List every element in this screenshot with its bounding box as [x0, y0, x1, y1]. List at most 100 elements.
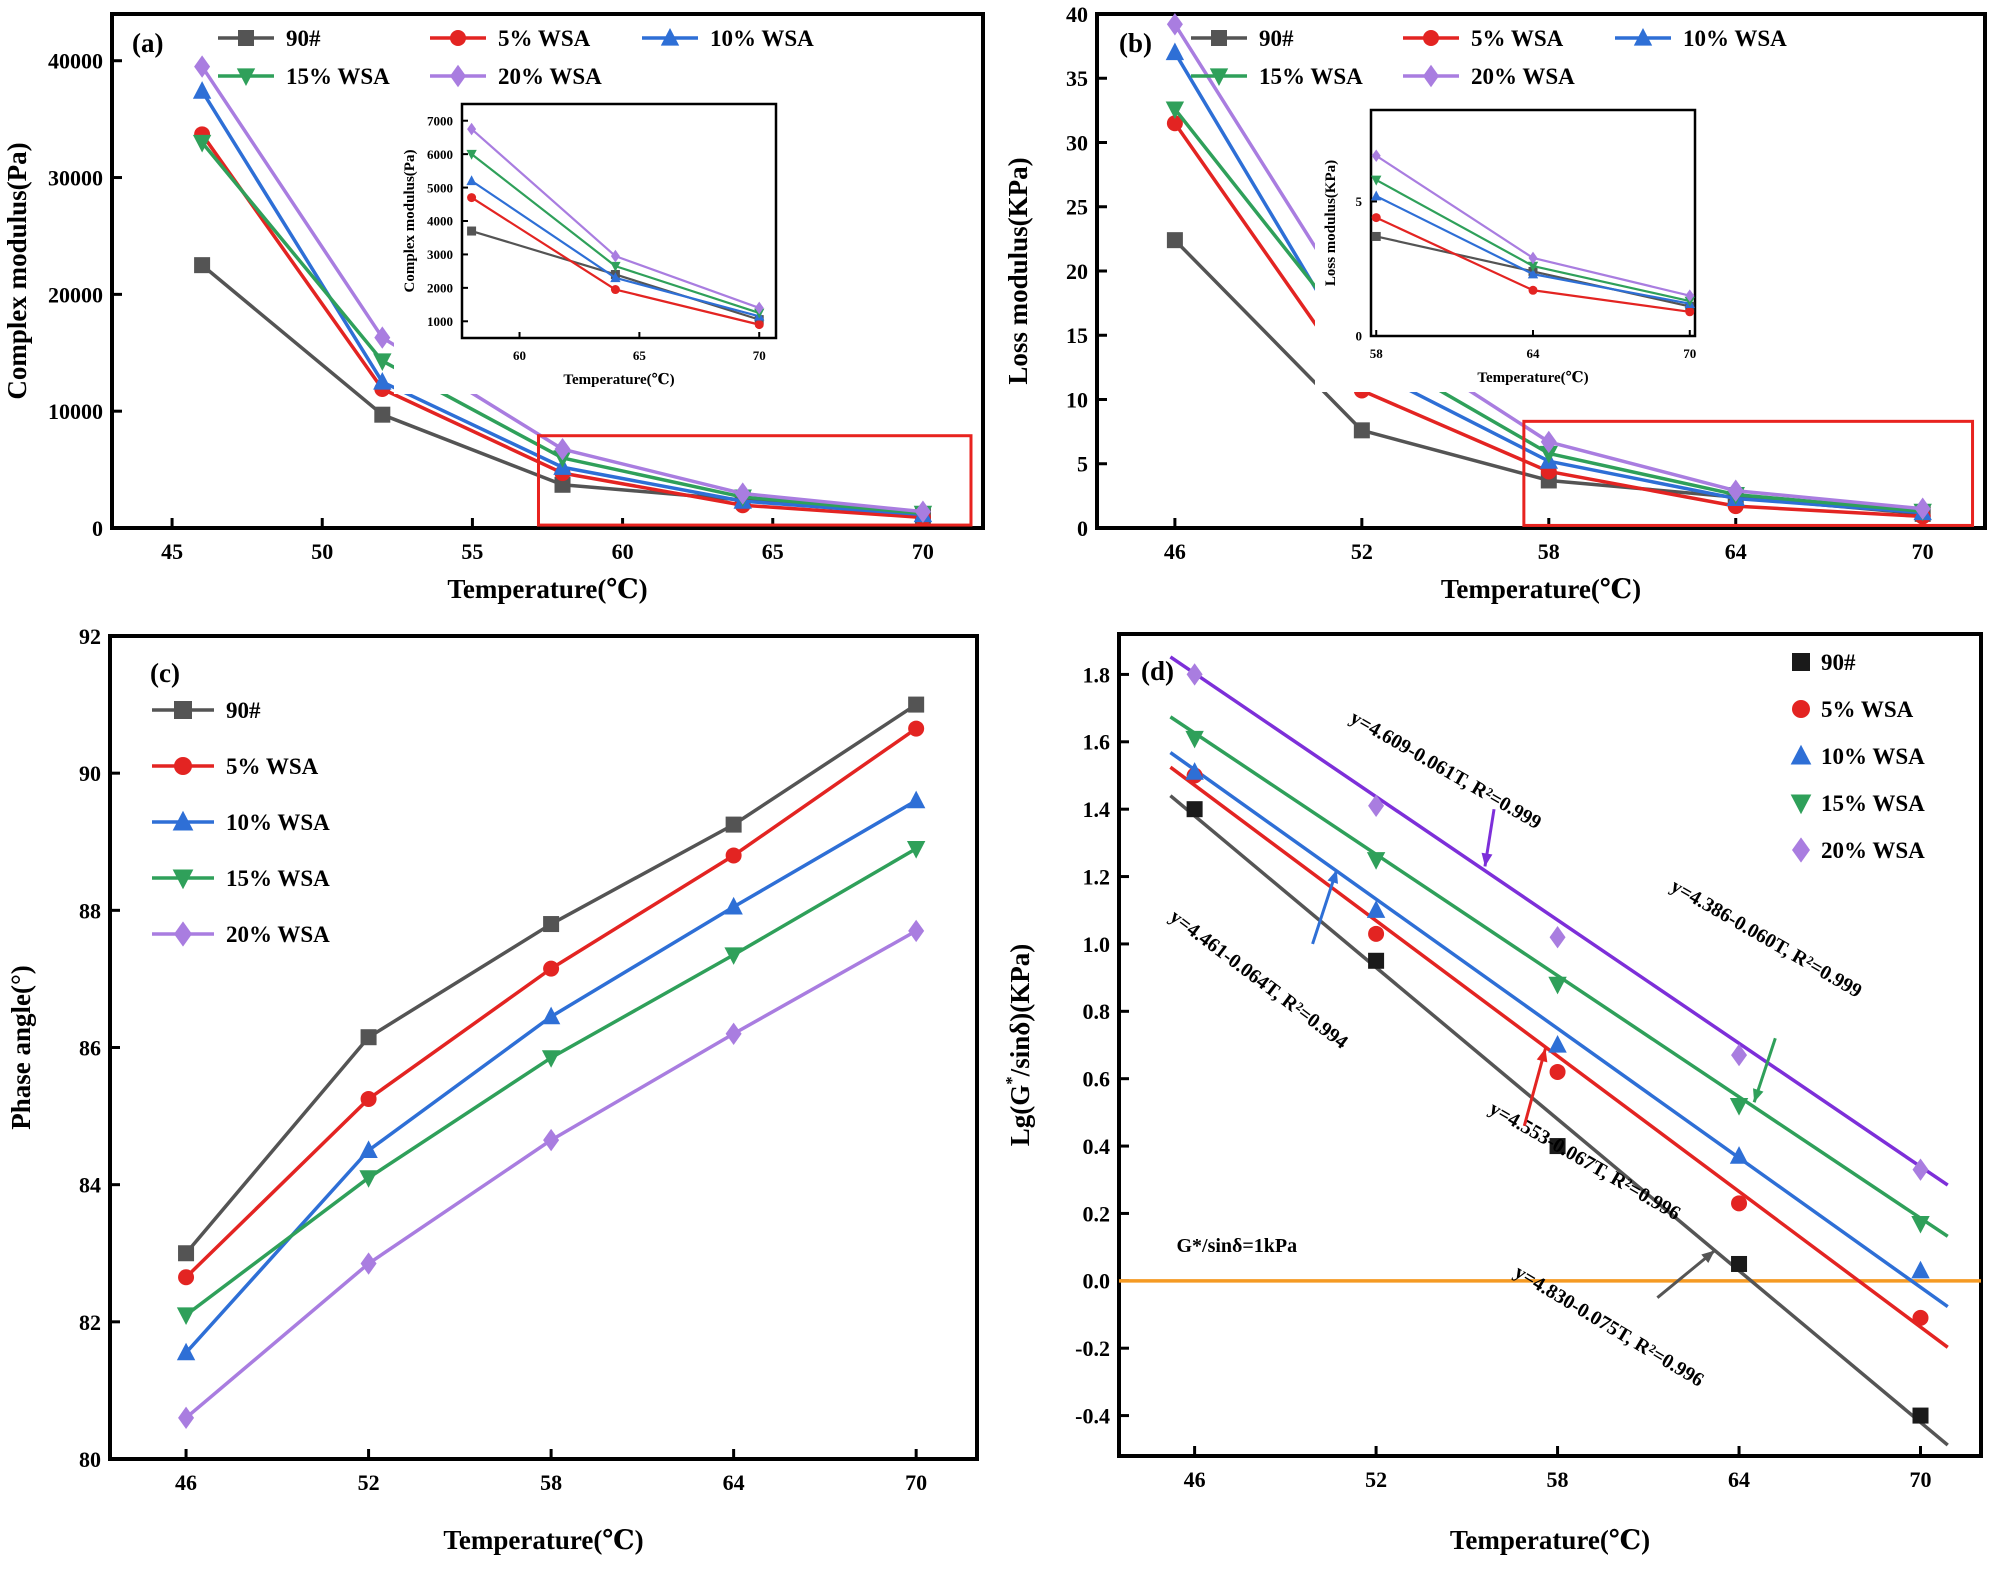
- svg-text:5% WSA: 5% WSA: [1821, 697, 1914, 722]
- svg-text:0.8: 0.8: [1083, 999, 1111, 1024]
- svg-text:70: 70: [753, 348, 766, 363]
- svg-text:90: 90: [79, 761, 101, 786]
- svg-text:40: 40: [1066, 2, 1088, 27]
- svg-text:58: 58: [1538, 539, 1560, 564]
- svg-text:70: 70: [1683, 346, 1696, 361]
- panel-b: 46 52 58 64 70 0 5 10 15 20 25 30 35 40 Temperature(℃)…: [1001, 0, 2003, 620]
- svg-text:15% WSA: 15% WSA: [1821, 791, 1925, 816]
- svg-text:Complex modulus(Pa): Complex modulus(Pa): [2, 142, 32, 399]
- svg-text:5% WSA: 5% WSA: [498, 26, 591, 51]
- svg-text:84: 84: [79, 1173, 101, 1198]
- svg-text:64: 64: [1728, 1467, 1750, 1492]
- svg-text:30000: 30000: [48, 165, 103, 190]
- svg-text:Complex modulus(Pa): Complex modulus(Pa): [402, 150, 418, 293]
- svg-text:46: 46: [1164, 539, 1186, 564]
- svg-text:5: 5: [1356, 194, 1363, 209]
- svg-text:0.0: 0.0: [1083, 1269, 1111, 1294]
- svg-text:1.8: 1.8: [1083, 662, 1111, 687]
- svg-text:46: 46: [175, 1470, 197, 1495]
- svg-text:Temperature(℃): Temperature(℃): [443, 1525, 643, 1555]
- svg-text:5% WSA: 5% WSA: [1471, 26, 1564, 51]
- svg-text:60: 60: [612, 539, 634, 564]
- chart-d: 46 52 58 64 70 -0.4 -0.2 0.0 0.2 0.4 0.6 0.8 1.0 1.2 1…: [1002, 632, 1983, 1555]
- svg-text:10% WSA: 10% WSA: [710, 26, 814, 51]
- svg-text:92: 92: [79, 624, 101, 649]
- panel-d-chart: 46 52 58 64 70 -0.4 -0.2 0.0 0.2 0.4 0.6 0.8 1.0 1.2 1…: [1002, 632, 1983, 1555]
- svg-text:G*/sinδ=1kPa: G*/sinδ=1kPa: [1176, 1235, 1297, 1257]
- svg-text:80: 80: [79, 1447, 101, 1472]
- svg-text:88: 88: [79, 898, 101, 923]
- svg-text:1.4: 1.4: [1083, 797, 1111, 822]
- svg-text:Phase angle(°): Phase angle(°): [6, 965, 36, 1130]
- svg-text:0.2: 0.2: [1083, 1201, 1111, 1226]
- svg-text:64: 64: [723, 1470, 745, 1495]
- svg-text:65: 65: [633, 348, 647, 363]
- svg-text:(d): (d): [1141, 656, 1174, 686]
- svg-text:15% WSA: 15% WSA: [226, 866, 330, 891]
- svg-text:86: 86: [79, 1035, 101, 1060]
- svg-text:10% WSA: 10% WSA: [226, 810, 330, 835]
- svg-text:0.6: 0.6: [1083, 1067, 1111, 1092]
- panel-d: 46 52 58 64 70 -0.4 -0.2 0.0 0.2 0.4 0.6 0.8 1.0 1.2 1…: [1001, 620, 2003, 1571]
- chart-inset: 58 64 70 0 5 Temperature(℃) Loss modulus(KPa): [1315, 94, 1713, 392]
- panel-c-chart: 46 52 58 64 70 80 82 84 86 88 90 92 Temperature(℃) Ph…: [6, 624, 979, 1555]
- chart-c: 46 52 58 64 70 80 82 84 86 88 90 92 Temperature(℃) Ph…: [6, 624, 979, 1555]
- svg-text:-0.2: -0.2: [1075, 1336, 1110, 1361]
- svg-text:-0.4: -0.4: [1075, 1403, 1110, 1428]
- svg-text:45: 45: [161, 539, 183, 564]
- svg-text:3000: 3000: [427, 247, 453, 262]
- svg-text:90#: 90#: [1259, 26, 1294, 51]
- svg-text:90#: 90#: [286, 26, 321, 51]
- svg-text:64: 64: [1725, 539, 1747, 564]
- svg-text:Loss modulus(KPa): Loss modulus(KPa): [1323, 160, 1339, 286]
- svg-text:y=4.553-0.067T, R²=0.996: y=4.553-0.067T, R²=0.996: [1485, 1097, 1684, 1224]
- svg-text:70: 70: [912, 539, 934, 564]
- svg-text:46: 46: [1184, 1467, 1206, 1492]
- svg-text:20% WSA: 20% WSA: [498, 64, 602, 89]
- svg-text:10: 10: [1066, 387, 1088, 412]
- svg-text:30: 30: [1066, 130, 1088, 155]
- svg-text:(a): (a): [132, 28, 163, 58]
- svg-text:35: 35: [1066, 66, 1088, 91]
- svg-text:65: 65: [762, 539, 784, 564]
- svg-text:20% WSA: 20% WSA: [1821, 838, 1925, 863]
- svg-text:55: 55: [461, 539, 483, 564]
- svg-text:15% WSA: 15% WSA: [286, 64, 390, 89]
- svg-text:1.2: 1.2: [1083, 864, 1111, 889]
- panel-b-chart: 46 52 58 64 70 0 5 10 15 20 25 30 35 40 Temperature(℃)…: [1003, 2, 1987, 604]
- svg-text:70: 70: [1912, 539, 1934, 564]
- svg-text:Loss modulus(KPa): Loss modulus(KPa): [1003, 157, 1033, 384]
- svg-text:1.0: 1.0: [1083, 932, 1111, 957]
- chart-a: 45 50 55 60 65 70 0 10000 20000 30000 40000 Tempera…: [2, 12, 985, 604]
- svg-text:y=4.461-0.064T, R²=0.994: y=4.461-0.064T, R²=0.994: [1166, 906, 1352, 1054]
- svg-text:y=4.386-0.060T, R²=0.999: y=4.386-0.060T, R²=0.999: [1667, 875, 1866, 1002]
- svg-text:58: 58: [540, 1470, 562, 1495]
- svg-text:70: 70: [905, 1470, 927, 1495]
- svg-text:90#: 90#: [1821, 650, 1856, 675]
- svg-text:20% WSA: 20% WSA: [226, 922, 330, 947]
- svg-text:Temperature(℃): Temperature(℃): [1441, 574, 1641, 604]
- svg-text:Temperature(℃): Temperature(℃): [1477, 370, 1588, 386]
- svg-text:25: 25: [1066, 195, 1088, 220]
- svg-text:Lg(G*/sinδ)(KPa): Lg(G*/sinδ)(KPa): [1002, 944, 1035, 1146]
- svg-text:90#: 90#: [226, 698, 261, 723]
- panel-a-chart: 45 50 55 60 65 70 0 10000 20000 30000 40000 Tempera…: [2, 12, 985, 604]
- svg-text:20000: 20000: [48, 282, 103, 307]
- svg-text:7000: 7000: [427, 113, 453, 128]
- svg-text:20: 20: [1066, 259, 1088, 284]
- svg-text:20% WSA: 20% WSA: [1471, 64, 1575, 89]
- svg-text:2000: 2000: [427, 281, 453, 296]
- svg-text:Temperature(℃): Temperature(℃): [447, 574, 647, 604]
- svg-text:10% WSA: 10% WSA: [1683, 26, 1787, 51]
- chart-b: 46 52 58 64 70 0 5 10 15 20 25 30 35 40 Temperature(℃)…: [1003, 2, 1987, 604]
- svg-text:10% WSA: 10% WSA: [1821, 744, 1925, 769]
- svg-text:0: 0: [92, 516, 103, 541]
- svg-text:64: 64: [1527, 346, 1541, 361]
- svg-text:15: 15: [1066, 323, 1088, 348]
- svg-text:1.6: 1.6: [1083, 730, 1111, 755]
- svg-text:Temperature(℃): Temperature(℃): [1450, 1525, 1650, 1555]
- svg-text:40000: 40000: [48, 49, 103, 74]
- svg-text:5000: 5000: [427, 180, 453, 195]
- svg-text:5% WSA: 5% WSA: [226, 754, 319, 779]
- svg-text:52: 52: [1351, 539, 1373, 564]
